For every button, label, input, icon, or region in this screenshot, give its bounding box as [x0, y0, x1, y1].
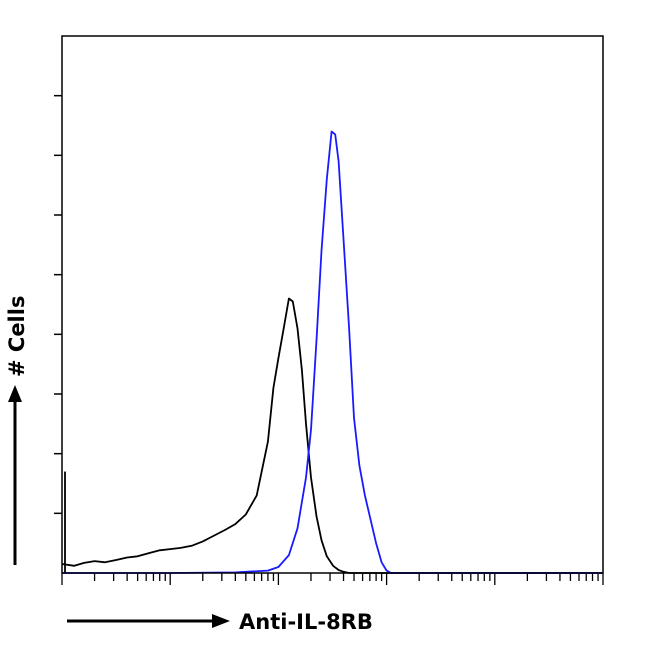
- y-axis-ticks: [54, 94, 62, 515]
- y-axis-arrow-head: [8, 385, 22, 402]
- series-layer: [61, 130, 603, 574]
- x-axis-title: Anti-IL-8RB: [239, 610, 373, 634]
- plot-frame: [61, 35, 604, 574]
- series-line-1: [61, 297, 603, 574]
- x-axis-ticks: [61, 573, 604, 585]
- series-line-2: [62, 130, 603, 574]
- y-axis-title: # Cells: [5, 296, 29, 377]
- x-axis-arrow-head: [212, 614, 230, 628]
